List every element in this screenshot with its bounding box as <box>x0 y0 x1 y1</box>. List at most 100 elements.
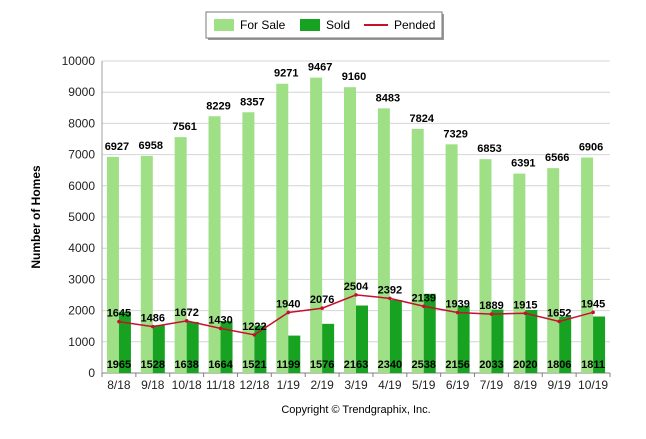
bar-sold <box>593 316 606 373</box>
x-tick-label: 12/18 <box>239 378 269 392</box>
bar-for-sale <box>106 156 119 373</box>
y-tick-label: 5000 <box>68 210 95 224</box>
bar-for-sale <box>581 157 594 373</box>
bar-for-sale <box>445 144 458 373</box>
x-tick-label: 5/19 <box>412 378 436 392</box>
for-sale-value-label: 9467 <box>308 62 332 74</box>
x-tick-label: 8/19 <box>514 378 538 392</box>
legend-swatch-sold <box>300 19 320 31</box>
legend-swatch-for-sale <box>214 19 234 31</box>
y-tick-label: 2000 <box>68 304 95 318</box>
bar-sold <box>525 309 538 373</box>
legend-label-pended: Pended <box>394 18 435 32</box>
pended-point <box>455 310 460 315</box>
x-tick-label: 2/19 <box>310 378 334 392</box>
pended-point <box>286 310 291 315</box>
sold-value-label: 1638 <box>174 359 198 371</box>
legend-label-for-sale: For Sale <box>240 18 286 32</box>
bar-sold <box>491 309 504 373</box>
for-sale-value-label: 8357 <box>240 96 264 108</box>
for-sale-value-label: 6391 <box>511 158 535 170</box>
pended-value-label: 1939 <box>445 299 469 311</box>
x-tick-label: 10/19 <box>578 378 608 392</box>
bar-for-sale <box>547 168 560 373</box>
sold-value-label: 2163 <box>344 359 368 371</box>
pended-value-label: 2504 <box>344 281 369 293</box>
bar-for-sale <box>411 128 424 373</box>
pended-value-label: 1645 <box>107 308 131 320</box>
sold-value-label: 1521 <box>242 359 266 371</box>
y-tick-label: 10000 <box>62 54 96 68</box>
y-tick-label: 7000 <box>68 148 95 162</box>
y-tick-label: 9000 <box>68 85 95 99</box>
sold-value-label: 1528 <box>141 359 165 371</box>
for-sale-value-label: 7824 <box>409 113 434 125</box>
pended-point <box>421 304 426 309</box>
pended-point <box>252 333 257 337</box>
pended-value-label: 2076 <box>310 294 334 306</box>
bar-for-sale <box>479 159 492 373</box>
bar-sold <box>118 311 131 373</box>
for-sale-value-label: 6927 <box>105 141 129 153</box>
sold-value-label: 2538 <box>411 359 435 371</box>
bar-for-sale <box>242 112 255 373</box>
sold-value-label: 2340 <box>378 359 402 371</box>
bar-sold <box>288 335 301 373</box>
legend-label-sold: Sold <box>326 18 350 32</box>
pended-value-label: 1430 <box>208 314 232 326</box>
bar-sold <box>254 325 267 373</box>
legend-box <box>205 11 443 39</box>
x-tick-label: 9/19 <box>548 378 572 392</box>
bar-sold <box>389 299 402 373</box>
pended-value-label: 1486 <box>141 313 165 325</box>
bar-sold <box>423 293 436 373</box>
x-tick-label: 1/19 <box>277 378 301 392</box>
pended-value-label: 1945 <box>581 298 605 310</box>
sold-value-label: 1199 <box>276 359 300 371</box>
y-tick-label: 6000 <box>68 179 95 193</box>
x-tick-label: 9/18 <box>141 378 165 392</box>
sold-value-label: 1664 <box>208 359 233 371</box>
copyright-footer: Copyright © Trendgraphix, Inc. <box>281 404 430 416</box>
bar-sold <box>559 316 572 373</box>
for-sale-value-label: 6853 <box>477 143 501 155</box>
pended-point <box>218 326 223 331</box>
pended-point <box>117 319 121 324</box>
x-tick-label: 6/19 <box>446 378 470 392</box>
for-sale-value-label: 9271 <box>274 68 298 80</box>
for-sale-value-label: 8229 <box>206 100 230 112</box>
pended-value-label: 2392 <box>378 284 402 296</box>
for-sale-value-label: 7561 <box>172 121 196 133</box>
bar-sold <box>356 305 368 373</box>
x-tick-label: 3/19 <box>344 378 368 392</box>
pended-point <box>151 324 155 329</box>
sold-value-label: 1965 <box>107 359 131 371</box>
y-tick-label: 1000 <box>68 335 95 349</box>
bar-for-sale <box>344 87 356 373</box>
bar-sold <box>186 321 199 373</box>
y-tick-label: 3000 <box>68 272 95 286</box>
y-tick-label: 8000 <box>68 116 95 130</box>
pended-point <box>184 319 189 323</box>
for-sale-value-label: 6906 <box>579 142 603 154</box>
pended-point <box>354 293 358 297</box>
x-tick-label: 8/18 <box>107 378 131 392</box>
pended-value-label: 1915 <box>513 299 537 311</box>
for-sale-value-label: 6958 <box>139 140 163 152</box>
bar-sold <box>457 305 470 373</box>
bar-sold <box>152 325 165 373</box>
for-sale-value-label: 7329 <box>443 128 467 140</box>
pended-value-label: 1940 <box>276 298 300 310</box>
bar-for-sale <box>276 83 289 373</box>
bar-for-sale <box>310 77 323 373</box>
bar-for-sale <box>377 108 390 374</box>
pended-value-label: 1222 <box>242 321 266 333</box>
pended-point <box>320 306 324 311</box>
x-tick-label: 7/19 <box>480 378 504 392</box>
pended-value-label: 1652 <box>547 307 571 319</box>
sold-value-label: 2156 <box>445 359 469 371</box>
bar-sold <box>220 321 233 373</box>
bar-sold <box>322 323 335 373</box>
